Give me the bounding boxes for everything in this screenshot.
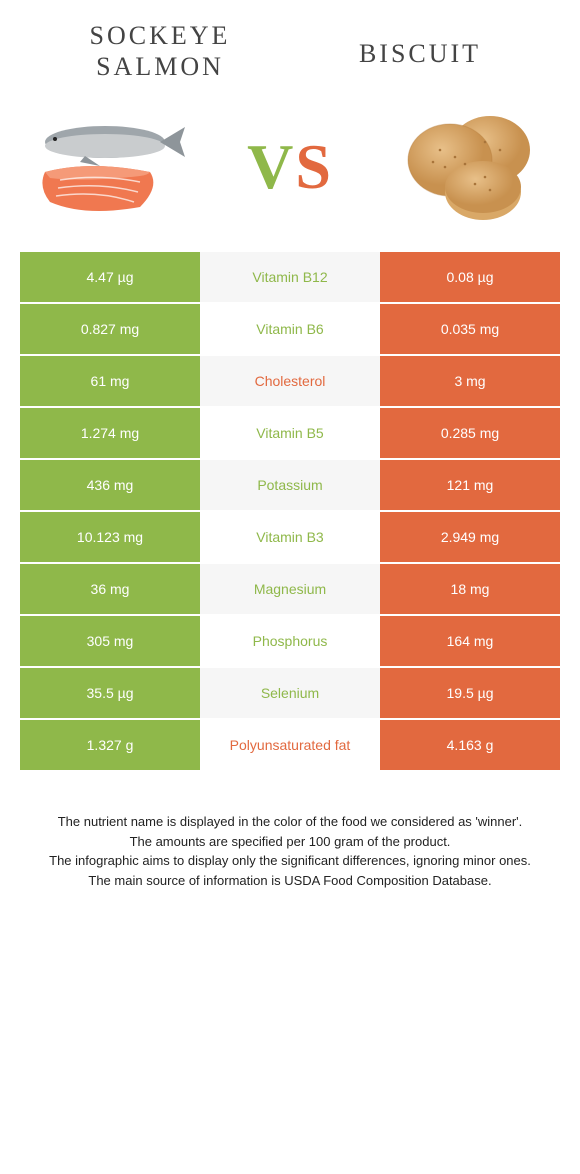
footer-line-1: The nutrient name is displayed in the co… — [40, 812, 540, 832]
table-row: 1.274 mgVitamin B50.285 mg — [20, 408, 560, 458]
cell-nutrient-name: Cholesterol — [200, 356, 380, 406]
cell-left-value: 0.827 mg — [20, 304, 200, 354]
vs-label: VS — [247, 130, 333, 204]
cell-right-value: 19.5 µg — [380, 668, 560, 718]
vs-s: S — [295, 131, 333, 202]
cell-right-value: 18 mg — [380, 564, 560, 614]
table-row: 36 mgMagnesium18 mg — [20, 564, 560, 614]
cell-right-value: 2.949 mg — [380, 512, 560, 562]
cell-left-value: 61 mg — [20, 356, 200, 406]
cell-left-value: 35.5 µg — [20, 668, 200, 718]
cell-nutrient-name: Phosphorus — [200, 616, 380, 666]
table-row: 61 mgCholesterol3 mg — [20, 356, 560, 406]
footer-notes: The nutrient name is displayed in the co… — [0, 772, 580, 890]
cell-right-value: 0.035 mg — [380, 304, 560, 354]
footer-line-3: The infographic aims to display only the… — [40, 851, 540, 871]
footer-line-4: The main source of information is USDA F… — [40, 871, 540, 891]
cell-right-value: 164 mg — [380, 616, 560, 666]
title-right: Biscuit — [320, 38, 520, 69]
header-right: Biscuit — [320, 20, 520, 69]
cell-right-value: 4.163 g — [380, 720, 560, 770]
cell-nutrient-name: Vitamin B3 — [200, 512, 380, 562]
cell-left-value: 10.123 mg — [20, 512, 200, 562]
table-row: 305 mgPhosphorus164 mg — [20, 616, 560, 666]
cell-right-value: 0.285 mg — [380, 408, 560, 458]
cell-nutrient-name: Polyunsaturated fat — [200, 720, 380, 770]
table-row: 4.47 µgVitamin B120.08 µg — [20, 252, 560, 302]
table-row: 10.123 mgVitamin B32.949 mg — [20, 512, 560, 562]
cell-left-value: 1.327 g — [20, 720, 200, 770]
cell-nutrient-name: Magnesium — [200, 564, 380, 614]
cell-nutrient-name: Vitamin B12 — [200, 252, 380, 302]
salmon-image — [30, 112, 190, 222]
cell-nutrient-name: Vitamin B5 — [200, 408, 380, 458]
cell-left-value: 1.274 mg — [20, 408, 200, 458]
cell-nutrient-name: Vitamin B6 — [200, 304, 380, 354]
infographic-container: Sockeye salmon Biscuit VS — [0, 0, 580, 890]
cell-right-value: 3 mg — [380, 356, 560, 406]
vs-row: VS — [0, 92, 580, 252]
table-row: 0.827 mgVitamin B60.035 mg — [20, 304, 560, 354]
title-left: Sockeye salmon — [60, 20, 260, 82]
cell-right-value: 121 mg — [380, 460, 560, 510]
cell-left-value: 436 mg — [20, 460, 200, 510]
cell-nutrient-name: Potassium — [200, 460, 380, 510]
cell-left-value: 4.47 µg — [20, 252, 200, 302]
biscuit-image — [390, 112, 550, 222]
cell-left-value: 305 mg — [20, 616, 200, 666]
vs-v: V — [247, 131, 295, 202]
cell-right-value: 0.08 µg — [380, 252, 560, 302]
header-left: Sockeye salmon — [60, 20, 260, 82]
footer-line-2: The amounts are specified per 100 gram o… — [40, 832, 540, 852]
header: Sockeye salmon Biscuit — [0, 0, 580, 92]
table-row: 35.5 µgSelenium19.5 µg — [20, 668, 560, 718]
cell-left-value: 36 mg — [20, 564, 200, 614]
comparison-table: 4.47 µgVitamin B120.08 µg0.827 mgVitamin… — [20, 252, 560, 770]
table-row: 436 mgPotassium121 mg — [20, 460, 560, 510]
table-row: 1.327 gPolyunsaturated fat4.163 g — [20, 720, 560, 770]
cell-nutrient-name: Selenium — [200, 668, 380, 718]
